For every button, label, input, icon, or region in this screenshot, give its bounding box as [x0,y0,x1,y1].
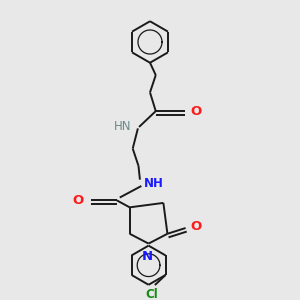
Text: O: O [190,105,202,118]
Text: O: O [73,194,84,207]
Text: O: O [190,220,202,233]
Text: NH: NH [144,177,164,190]
Text: Cl: Cl [146,288,158,300]
Text: N: N [142,250,153,263]
Text: HN: HN [114,121,131,134]
